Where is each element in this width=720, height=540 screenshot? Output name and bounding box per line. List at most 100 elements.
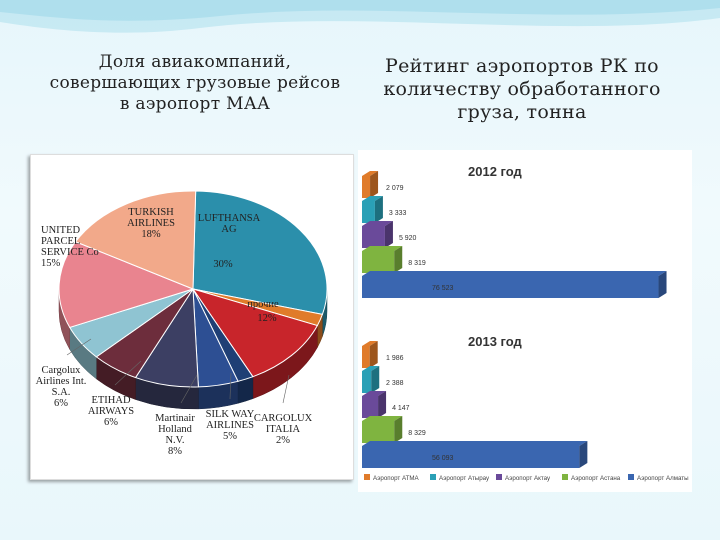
pie-label-8: UNITED PARCEL SERVICE Co 15% — [41, 225, 99, 269]
pie-label-6: ETIHAD AIRWAYS 6% — [88, 395, 134, 428]
legend-label-2: Аэропорт Актау — [505, 475, 551, 482]
bar-value-label-0: 76 523 — [432, 285, 454, 292]
pie-label-line: AIRLINES — [127, 218, 175, 229]
bar-value-label-0: 56 093 — [432, 455, 454, 462]
bar-value-label-3: 3 333 — [389, 210, 407, 217]
bar-0 — [362, 446, 580, 468]
pie-label-line: SILK WAY — [206, 409, 255, 420]
pie-label-line: AIRWAYS — [88, 406, 134, 417]
bar-value-label-2: 4 147 — [392, 405, 410, 412]
pie-label-line: LUFTHANSA — [198, 213, 261, 224]
bar-value-label-1: 8 319 — [408, 260, 426, 267]
legend-label-3: Аэропорт Астана — [571, 475, 621, 482]
bar-3 — [362, 201, 375, 223]
bar-legend: Аэропорт АТМА Аэропорт Атырау Аэропорт Акт… — [364, 474, 689, 482]
bar-top-3 — [362, 366, 380, 371]
pie-label-5: Martinair Holland N.V. 8% — [155, 413, 195, 457]
pie-pct-label-2: 12% — [257, 313, 277, 324]
bar-top-0 — [362, 271, 667, 276]
title-right-line-1: Рейтинг аэропортов РК по — [385, 55, 659, 77]
legend-label-1: Аэропорт Атырау — [439, 475, 490, 482]
pie-label-7: Cargolux Airlines Int. S.A. 6% — [36, 365, 87, 409]
legend-label-4: Аэропорт Алматы — [637, 475, 689, 482]
pie-label-line: 2% — [276, 435, 290, 446]
pie-label-line: Holland — [158, 424, 193, 435]
pie-top-faces — [58, 190, 328, 388]
bar-side-4 — [369, 341, 378, 368]
title-left-line-2: совершающих грузовые рейсов — [49, 73, 341, 93]
bar-chart-title: 2012 год — [468, 164, 523, 179]
bar-value-label-2: 5 920 — [399, 235, 417, 242]
bar-side-0 — [579, 441, 588, 468]
pie-leader-lines — [66, 338, 290, 404]
pie-chart-title: Доля авиакомпаний, совершающих грузовые … — [30, 52, 360, 115]
bar-chart-title: Рейтинг аэропортов РК по количеству обра… — [362, 55, 682, 124]
pie-label-line: PARCEL — [41, 236, 80, 247]
title-right-line-2: количеству обработанного — [383, 78, 661, 100]
pie-slice-9 — [74, 190, 197, 290]
pie-label-line: N.V. — [165, 435, 184, 446]
legend-swatch-1 — [430, 474, 436, 480]
bar-4 — [362, 346, 370, 368]
bar-value-label-3: 2 388 — [386, 380, 404, 387]
pie-chart-panel: LUFTHANSA AG 30% прочие 12% CARGOLUX ITALIA 2% S… — [30, 154, 354, 480]
bar-side-3 — [374, 196, 383, 223]
bar-value-label-1: 8 329 — [408, 430, 426, 437]
header-wave-decoration — [0, 0, 720, 33]
pie-label-line: AIRLINES — [206, 420, 254, 431]
pie-label-line: 8% — [168, 446, 182, 457]
pie-label-2: прочие — [247, 299, 279, 310]
bar-3 — [362, 371, 372, 393]
bar-side-3 — [371, 366, 380, 393]
pie-label-line: ITALIA — [266, 424, 301, 435]
pie-label-line: S.A. — [52, 387, 71, 398]
legend-swatch-2 — [496, 474, 502, 480]
pie-leader-4 — [229, 372, 232, 400]
bar-2 — [362, 226, 385, 248]
pie-leader-3 — [282, 374, 290, 404]
bar-top-1 — [362, 416, 403, 421]
pie-label-line: 6% — [54, 398, 68, 409]
pie-label-line: Cargolux — [42, 365, 82, 376]
pie-label-4: SILK WAY AIRLINES 5% — [206, 409, 255, 442]
bar-0 — [362, 276, 659, 298]
title-left-line-3: в аэропорт МАА — [119, 94, 271, 114]
legend-swatch-3 — [562, 474, 568, 480]
bar-chart-2012: 2012 год 2 079 3 333 5 920 8 319 76 523 — [358, 150, 692, 300]
bar-top-0 — [362, 441, 588, 446]
legend-label-0: Аэропорт АТМА — [373, 475, 420, 482]
legend-swatch-4 — [628, 474, 634, 480]
bar-charts: 2012 год 2 079 3 333 5 920 8 319 76 523 2013 г… — [358, 150, 692, 482]
pie-label-line: 6% — [104, 417, 118, 428]
bar-side-2 — [384, 221, 393, 248]
bar-2 — [362, 396, 379, 418]
bar-side-0 — [658, 271, 667, 298]
bar-top-4 — [362, 171, 379, 176]
pie-slice-0 — [192, 190, 328, 315]
bar-top-2 — [362, 221, 393, 226]
bar-chart-panel: 2012 год 2 079 3 333 5 920 8 319 76 523 2013 г… — [358, 150, 692, 492]
pie-slice-8 — [58, 241, 195, 329]
bar-1 — [362, 251, 395, 273]
bar-4 — [362, 176, 371, 198]
pie-leader-6 — [114, 360, 142, 386]
pie-label-line: 18% — [141, 229, 161, 240]
pie-label-line: Airlines Int. — [36, 376, 87, 387]
pie-label-line: SERVICE Co — [41, 247, 99, 258]
bar-top-3 — [362, 196, 383, 201]
pie-label-line: прочие — [247, 299, 279, 310]
pie-label-line: AG — [221, 224, 237, 235]
bar-top-4 — [362, 341, 378, 346]
bar-value-label-4: 1 986 — [386, 355, 404, 362]
pie-label-line: UNITED — [41, 225, 80, 236]
bar-top-1 — [362, 246, 403, 251]
bar-top-2 — [362, 391, 387, 396]
pie-slice-2 — [191, 288, 319, 378]
pie-leader-7 — [66, 338, 92, 356]
title-right-line-3: груза, тонна — [457, 101, 587, 123]
bar-side-1 — [394, 246, 403, 273]
pie-leader-5 — [180, 374, 198, 404]
pie-label-0: LUFTHANSA AG — [198, 213, 261, 235]
